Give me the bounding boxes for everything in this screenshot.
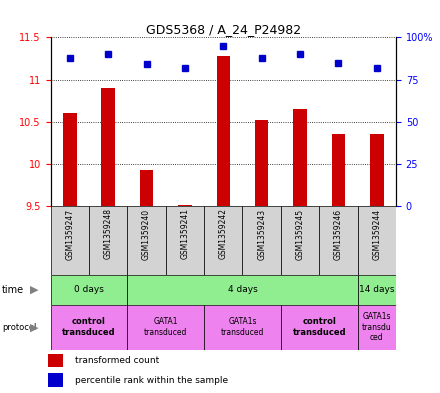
Bar	[319, 206, 358, 275]
Bar	[127, 275, 358, 305]
Text: GSM1359244: GSM1359244	[372, 208, 381, 259]
Bar	[358, 206, 396, 275]
Bar	[166, 206, 204, 275]
Bar	[51, 206, 89, 275]
Text: control
transduced: control transduced	[62, 318, 116, 337]
Text: 14 days: 14 days	[359, 285, 395, 294]
Bar	[216, 56, 230, 206]
Text: ▶: ▶	[30, 322, 38, 332]
Bar	[358, 305, 396, 350]
Bar	[48, 354, 63, 367]
Text: protocol: protocol	[2, 323, 37, 332]
Text: GATA1s
transdu
ced: GATA1s transdu ced	[362, 312, 392, 342]
Bar	[89, 206, 127, 275]
Text: GSM1359247: GSM1359247	[65, 208, 74, 259]
Text: GSM1359241: GSM1359241	[180, 208, 190, 259]
Bar	[127, 305, 204, 350]
Bar	[204, 305, 281, 350]
Text: 0 days: 0 days	[74, 285, 104, 294]
Bar	[127, 206, 166, 275]
Text: time: time	[2, 285, 24, 295]
Text: GSM1359245: GSM1359245	[296, 208, 304, 259]
Bar	[242, 206, 281, 275]
Bar	[51, 305, 127, 350]
Bar	[293, 109, 307, 206]
Bar	[140, 170, 153, 206]
Text: GSM1359246: GSM1359246	[334, 208, 343, 259]
Bar	[51, 275, 127, 305]
Bar	[48, 373, 63, 387]
Text: GSM1359240: GSM1359240	[142, 208, 151, 259]
Bar	[102, 88, 115, 206]
Text: GATA1s
transduced: GATA1s transduced	[221, 318, 264, 337]
Text: GSM1359242: GSM1359242	[219, 208, 228, 259]
Bar	[370, 134, 384, 206]
Text: control
transduced: control transduced	[293, 318, 346, 337]
Text: transformed count: transformed count	[75, 356, 159, 365]
Text: GSM1359248: GSM1359248	[104, 208, 113, 259]
Bar	[204, 206, 242, 275]
Bar	[178, 205, 192, 206]
Bar	[332, 134, 345, 206]
Title: GDS5368 / A_24_P24982: GDS5368 / A_24_P24982	[146, 23, 301, 36]
Text: 4 days: 4 days	[227, 285, 257, 294]
Text: percentile rank within the sample: percentile rank within the sample	[75, 376, 228, 385]
Text: ▶: ▶	[30, 285, 38, 295]
Bar	[281, 305, 358, 350]
Text: GATA1
transduced: GATA1 transduced	[144, 318, 187, 337]
Bar	[281, 206, 319, 275]
Bar	[63, 114, 77, 206]
Text: GSM1359243: GSM1359243	[257, 208, 266, 259]
Bar	[358, 275, 396, 305]
Bar	[255, 120, 268, 206]
